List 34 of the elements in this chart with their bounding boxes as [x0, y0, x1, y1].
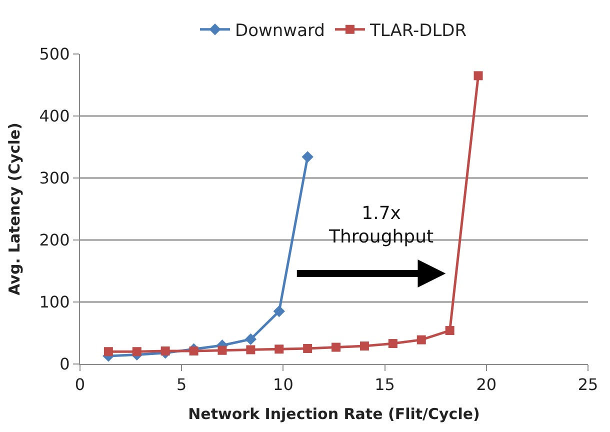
point [218, 346, 227, 355]
point [474, 71, 483, 80]
x-tick-label: 5 [176, 375, 187, 394]
x-tick-label: 20 [476, 375, 497, 394]
legend-label: TLAR-DLDR [368, 20, 467, 41]
x-tick-label: 25 [578, 375, 598, 394]
point [303, 344, 312, 353]
y-tick-label: 0 [60, 354, 70, 374]
x-tick-label: 10 [273, 375, 294, 394]
y-tick-label: 400 [39, 106, 70, 126]
y-axis-title: Avg. Latency (Cycle) [6, 122, 24, 296]
legend-label: Downward [235, 20, 325, 41]
annotation: 1.7x Throughput [328, 203, 434, 248]
point [246, 345, 256, 354]
point [104, 347, 113, 356]
point [244, 333, 257, 346]
point [160, 346, 170, 356]
point [360, 342, 369, 351]
y-tick-label: 100 [39, 292, 70, 312]
x-tick-label: 15 [374, 375, 395, 394]
point [332, 342, 341, 352]
point [388, 339, 398, 348]
point [132, 347, 142, 356]
point [274, 344, 284, 354]
point [445, 326, 454, 336]
x-tick-label: 0 [74, 375, 86, 394]
point [302, 151, 314, 163]
y-tick-label: 500 [39, 44, 70, 64]
point [273, 305, 285, 318]
x-axis-title: Network Injection Rate (Flit/Cycle) [188, 405, 480, 424]
point [189, 346, 198, 356]
y-tick-label: 300 [39, 168, 70, 188]
point [416, 335, 426, 344]
y-tick-label: 200 [39, 230, 70, 250]
